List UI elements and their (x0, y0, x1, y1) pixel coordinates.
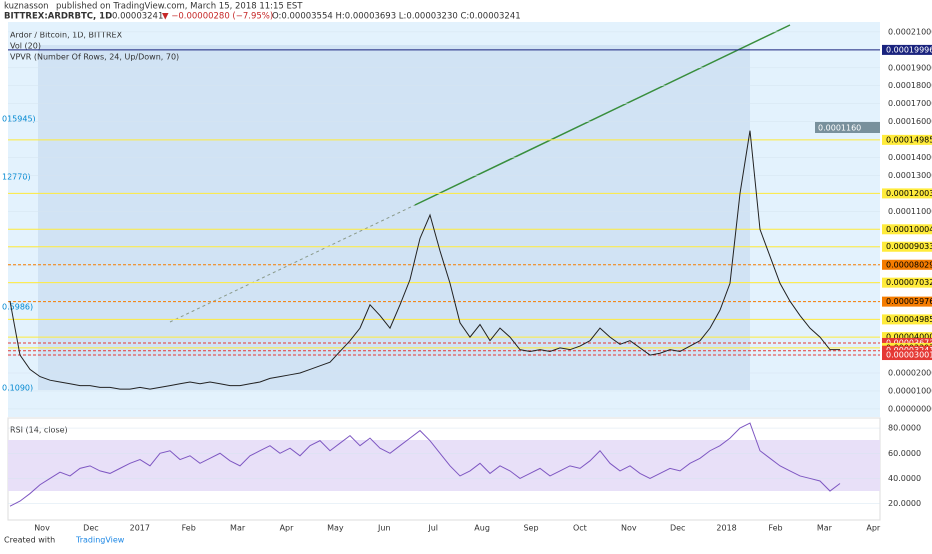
x-tick-label: Sep (523, 524, 538, 533)
indicator: VPVR (Number Of Rows, 24, Up/Down, 70) (10, 53, 179, 62)
y-tick-label: 0.00011000 (888, 207, 932, 216)
level-tag (882, 259, 932, 270)
fib-label: 015945) (2, 115, 36, 124)
level-label: 0.00003001 (886, 351, 932, 360)
level-label: 0.00004000 (886, 333, 932, 342)
level-label: 0.00005976 (886, 297, 932, 306)
symbol: BITTREX:ARDRBTC, 1D (4, 12, 112, 22)
level-tag (882, 314, 932, 325)
y-tick-label: 60.0000 (888, 449, 921, 458)
fib-label: 0.5986) (2, 303, 33, 312)
last: 0.00003241 (112, 12, 163, 22)
x-tick-label: Nov (621, 524, 637, 533)
x-tick-label: Aug (474, 524, 490, 533)
level-label: 0.00010004 (886, 225, 932, 234)
level-tag (882, 296, 932, 307)
y-tick-label: 0.00021000 (888, 27, 932, 36)
level-tag (882, 350, 932, 361)
y-tick-label: 20.0000 (888, 499, 921, 508)
level-label: 0.00019996 (886, 45, 932, 54)
pane-title: RSI (14, close) (10, 426, 68, 435)
x-tick-label: Dec (670, 524, 685, 533)
published: published on TradingView.com, March 15, … (56, 2, 303, 12)
level-label: 0.00009033 (886, 242, 932, 251)
y-tick-label: 0.00017000 (888, 99, 932, 108)
x-tick-label: Apr (866, 524, 881, 533)
y-tick-label: 0.00014000 (888, 153, 932, 162)
level-tag (882, 134, 932, 145)
y-tick-label: 0.00013000 (888, 171, 932, 180)
level-tag (882, 188, 932, 199)
pane-title: Ardor / Bitcoin, 1D, BITTREX (10, 31, 123, 40)
change: ▼ −0.00000280 (−7.95%) (162, 12, 273, 22)
x-tick-label: Oct (573, 524, 587, 533)
level-tag (882, 224, 932, 235)
x-tick-label: Mar (230, 524, 246, 533)
x-tick-label: Apr (280, 524, 295, 533)
x-tick-label: Jul (427, 524, 438, 533)
y-tick-label: 40.0000 (888, 474, 921, 483)
x-tick-label: 2017 (130, 524, 150, 533)
y-tick-label: 0.00019000 (888, 63, 932, 72)
x-tick-label: 2018 (716, 524, 736, 533)
fib-zone (38, 45, 750, 390)
series-line (9, 422, 841, 507)
y-tick-label: 0.00002000 (888, 369, 932, 378)
y-tick-label: 80.0000 (888, 424, 921, 433)
ohlc: O:0.00003554 H:0.00003693 L:0.00003230 C… (272, 12, 521, 22)
level-label: 0.00008029 (886, 260, 932, 269)
level-label: 0.00007032 (886, 278, 932, 287)
annotation-tag (815, 122, 880, 133)
y-tick-label: 0.00018000 (888, 81, 932, 90)
level-label: 0.00014985 (886, 135, 932, 144)
y-tick-label: 0.00001000 (888, 386, 932, 395)
series-line (9, 130, 840, 390)
level-tag (882, 277, 932, 288)
footer-brand: TradingView (75, 536, 125, 545)
rsi-band (8, 440, 880, 491)
trend-line (414, 24, 791, 206)
x-tick-label: Feb (768, 524, 782, 533)
x-tick-label: Dec (83, 524, 98, 533)
x-tick-label: Mar (817, 524, 833, 533)
level-label: 0.00004985 (886, 315, 932, 324)
y-tick-label: 0.00016000 (888, 117, 932, 126)
level-label: 0.00012003 (886, 189, 932, 198)
y-tick-label: 0.00000000 (888, 404, 932, 413)
x-tick-label: Jun (377, 524, 391, 533)
level-tag (882, 44, 932, 55)
fib-label: 0.1090) (2, 384, 33, 393)
level-tag (882, 332, 932, 343)
fib-label: 12770) (2, 173, 31, 182)
indicator: Vol (20) (10, 42, 41, 51)
x-tick-label: Nov (34, 524, 50, 533)
footer-created: Created with (4, 536, 55, 545)
x-tick-label: Feb (182, 524, 196, 533)
annotation: 0.0001160 (818, 124, 861, 133)
level-tag (882, 241, 932, 252)
author: kuznasson (4, 2, 49, 12)
x-tick-label: May (327, 524, 344, 533)
